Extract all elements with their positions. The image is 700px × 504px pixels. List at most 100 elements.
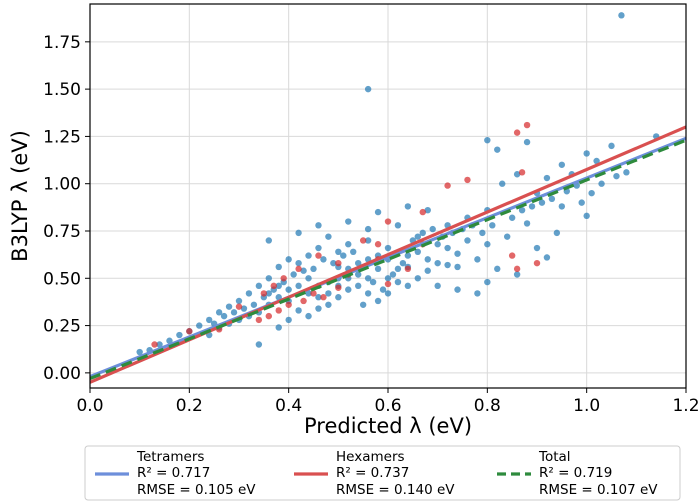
tetramers-point xyxy=(196,322,203,329)
tetramers-point xyxy=(528,203,536,210)
tetramers-point xyxy=(359,301,367,308)
tetramers-point xyxy=(285,286,292,293)
tetramers-point xyxy=(494,146,501,153)
tetramers-point xyxy=(330,259,337,267)
y-axis-label: B3LYP λ (eV) xyxy=(8,130,32,262)
hexamers-point xyxy=(335,284,342,291)
tetramers-point xyxy=(513,271,521,278)
x-tick-label: 0.8 xyxy=(474,396,501,416)
tetramers-point xyxy=(275,324,282,331)
x-axis-label: Predicted λ (eV) xyxy=(304,414,472,438)
total-fit-line xyxy=(89,138,687,381)
tetramers-point xyxy=(240,305,248,312)
legend-label-hexamers: Hexamers xyxy=(336,449,405,465)
tetramers-point xyxy=(429,225,436,233)
tetramers-point xyxy=(404,252,412,259)
tetramers-point xyxy=(305,312,312,320)
tetramers-point xyxy=(325,233,332,240)
tetramers-point xyxy=(215,309,223,316)
hexamers-point xyxy=(235,303,243,310)
tetramers-point xyxy=(275,282,282,290)
tetramers-point xyxy=(454,263,461,271)
legend-label-tetramers: Tetramers xyxy=(136,449,204,465)
hexamers-point xyxy=(151,341,158,348)
tetramers-point xyxy=(424,267,431,274)
legend-rmse-tetramers: RMSE = 0.105 eV xyxy=(137,482,256,498)
tetramers-point xyxy=(479,229,486,237)
legend-r2-total: R² = 0.719 xyxy=(539,465,612,481)
tetramers-point xyxy=(369,278,377,286)
tetramers-point xyxy=(583,150,590,157)
x-tick-label: 0.2 xyxy=(176,396,203,416)
tetramers-point xyxy=(588,189,595,197)
tetramers-point xyxy=(206,316,213,324)
hexamers-point xyxy=(295,265,302,273)
hexamers-point xyxy=(384,280,392,288)
legend-label-total: Total xyxy=(538,449,571,465)
tetramers-point xyxy=(345,218,352,225)
tetramers-point xyxy=(618,12,625,19)
tetramers-point xyxy=(350,248,357,256)
tetramers-point xyxy=(538,199,546,206)
tetramers-point xyxy=(295,259,302,267)
tetramers-point xyxy=(325,301,332,308)
legend: Tetramers R² = 0.717 RMSE = 0.105 eV Hex… xyxy=(84,445,681,501)
legend-r2-hexamers: R² = 0.737 xyxy=(336,465,409,481)
tetramers-point xyxy=(474,290,481,297)
hexamers-point xyxy=(513,265,521,273)
tetramers-point xyxy=(399,259,407,267)
y-tick-label: 0.00 xyxy=(43,364,81,384)
tetramers-point xyxy=(166,337,173,344)
hexamers-point xyxy=(444,182,451,189)
tetramers-point xyxy=(355,282,362,290)
hexamers-point xyxy=(359,237,367,244)
y-tick-label: 0.50 xyxy=(43,269,81,289)
tetramers-point xyxy=(315,305,322,312)
tetramers-point xyxy=(364,225,372,233)
x-tick-label: 1.0 xyxy=(573,396,600,416)
y-tick-label: 0.75 xyxy=(43,222,81,242)
tetramers-point xyxy=(444,261,451,269)
tetramers-point xyxy=(508,214,516,221)
hexamers-point xyxy=(300,297,307,305)
y-tick-label: 1.75 xyxy=(43,33,81,53)
tetramers-point xyxy=(225,303,233,310)
tetramers-point xyxy=(558,203,566,210)
tetramers-point xyxy=(404,282,412,290)
x-tick-label: 0.4 xyxy=(275,396,302,416)
tetramers-point xyxy=(608,142,615,150)
tetramers-point xyxy=(484,136,491,144)
tetramers-point xyxy=(345,241,352,248)
tetramers-point xyxy=(404,203,412,210)
hexamers-point xyxy=(464,176,471,184)
tetramers-point xyxy=(295,282,302,290)
hexamers-point xyxy=(186,328,193,335)
tetramers-point xyxy=(484,278,491,286)
tetramers-point xyxy=(235,297,243,305)
hexamers-point xyxy=(320,294,327,301)
tetramers-point xyxy=(414,233,421,240)
tetramers-point xyxy=(340,252,347,259)
x-tick-label: 1.2 xyxy=(672,396,699,416)
y-tick-label: 1.25 xyxy=(43,127,81,147)
tetramers-point xyxy=(578,199,585,206)
tetramers-point xyxy=(518,206,526,214)
tetramers-point xyxy=(548,195,556,203)
tetramers-point xyxy=(389,271,397,278)
tetramers-point xyxy=(295,229,302,237)
hexamers-point xyxy=(533,259,541,267)
y-tick-label: 0.25 xyxy=(43,317,81,337)
tetramers-point xyxy=(434,259,441,267)
tetramers-point xyxy=(364,290,372,297)
tetramers-point xyxy=(414,248,421,256)
hexamers-point xyxy=(285,301,292,308)
tetramers-point xyxy=(255,282,263,290)
tetramers-point xyxy=(384,244,392,252)
tetramers-point xyxy=(494,265,501,273)
hexamers-point xyxy=(374,241,382,248)
y-tick-label: 1.00 xyxy=(43,175,81,195)
tetramers-point xyxy=(583,212,590,220)
legend-rmse-hexamers: RMSE = 0.140 eV xyxy=(336,482,455,498)
tetramers-point xyxy=(364,85,372,93)
